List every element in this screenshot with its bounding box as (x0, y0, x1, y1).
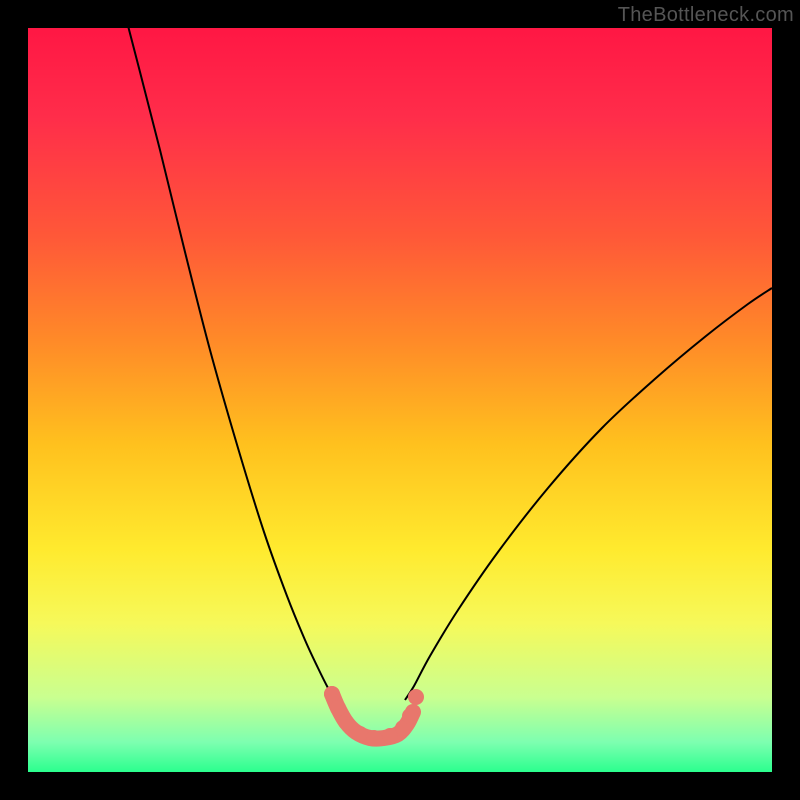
valley-dot (352, 726, 368, 742)
valley-dot (324, 686, 340, 702)
valley-dot (408, 689, 424, 705)
chart-container: TheBottleneck.com (0, 0, 800, 800)
valley-dot (402, 708, 418, 724)
bottleneck-chart-svg (0, 0, 800, 800)
valley-dot (330, 700, 346, 716)
watermark-text: TheBottleneck.com (618, 4, 794, 27)
valley-dot (366, 730, 382, 746)
valley-dot (338, 714, 354, 730)
plot-background (28, 28, 772, 772)
